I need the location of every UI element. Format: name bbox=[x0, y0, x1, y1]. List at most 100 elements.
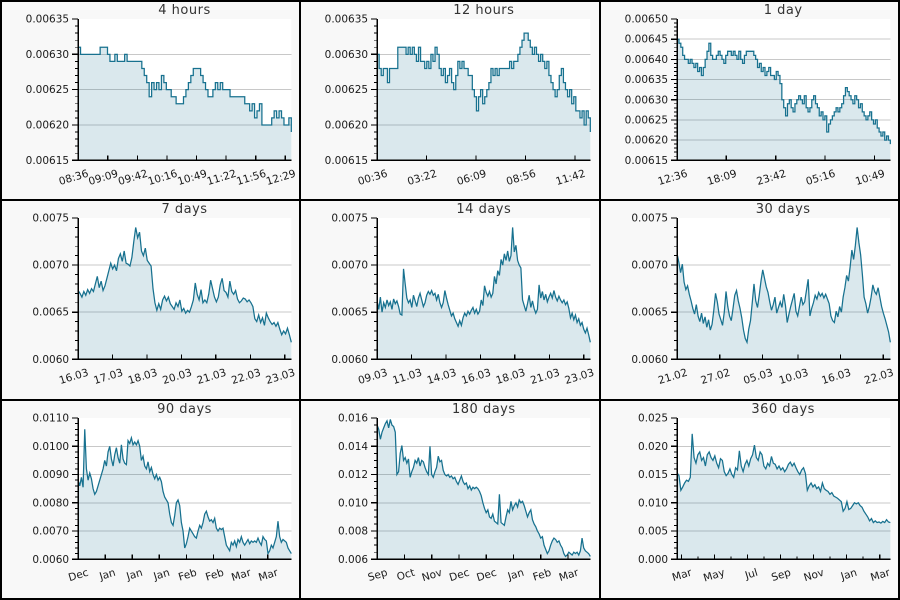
svg-text:10:16: 10:16 bbox=[146, 168, 179, 188]
svg-text:16.03: 16.03 bbox=[58, 367, 90, 387]
svg-text:Jan: Jan bbox=[838, 566, 858, 583]
svg-text:0.0110: 0.0110 bbox=[32, 412, 69, 424]
svg-text:10:49: 10:49 bbox=[176, 168, 208, 188]
svg-text:Nov: Nov bbox=[421, 566, 444, 583]
svg-text:0.0065: 0.0065 bbox=[332, 307, 369, 319]
svg-text:21.03: 21.03 bbox=[529, 367, 561, 387]
area-chart-1-day: 0.00615 0.00620 0.00625 0.00630 0.00635 0.006… bbox=[624, 14, 891, 188]
svg-text:0.00635: 0.00635 bbox=[624, 74, 667, 86]
svg-text:0.00625: 0.00625 bbox=[26, 84, 69, 96]
svg-text:Oct: Oct bbox=[396, 566, 417, 583]
svg-text:0.00625: 0.00625 bbox=[325, 84, 368, 96]
svg-text:0.00635: 0.00635 bbox=[26, 14, 69, 26]
area-chart-12-hours: 0.00615 0.00620 0.00625 0.00630 0.00635 00:36… bbox=[325, 14, 592, 188]
area-chart-4-hours: 0.00615 0.00620 0.00625 0.00630 0.00635 08:36… bbox=[26, 14, 298, 188]
area-chart-360-days: 0.000 0.005 0.010 0.015 0.020 0.025 Mar May Jul S… bbox=[638, 412, 892, 584]
svg-text:Mar: Mar bbox=[869, 566, 892, 583]
svg-text:09:42: 09:42 bbox=[117, 168, 149, 188]
chart-title: 4 hours bbox=[158, 3, 211, 18]
svg-text:22.03: 22.03 bbox=[863, 367, 895, 387]
svg-text:27.02: 27.02 bbox=[699, 367, 731, 387]
svg-text:0.00645: 0.00645 bbox=[624, 34, 667, 46]
svg-text:21.02: 21.02 bbox=[656, 367, 688, 387]
svg-text:Jan: Jan bbox=[97, 566, 117, 583]
svg-text:14.03: 14.03 bbox=[426, 367, 458, 387]
svg-text:Feb: Feb bbox=[532, 566, 554, 583]
svg-text:0.008: 0.008 bbox=[338, 525, 368, 537]
svg-text:0.0100: 0.0100 bbox=[32, 440, 69, 452]
svg-text:0.0060: 0.0060 bbox=[332, 354, 369, 366]
svg-text:Nov: Nov bbox=[802, 566, 825, 583]
chart-cell-90-days: 90 days 0.0060 0.0070 0.0080 0.0090 0.0100 0.… bbox=[2, 400, 300, 598]
chart-cell-1-day: 1 day 0.00615 0.00620 0.00625 0.00630 0.0063… bbox=[600, 2, 898, 200]
svg-text:Feb: Feb bbox=[177, 566, 199, 583]
svg-text:0.0060: 0.0060 bbox=[32, 354, 69, 366]
svg-text:0.00615: 0.00615 bbox=[26, 155, 69, 167]
area-chart-90-days: 0.0060 0.0070 0.0080 0.0090 0.0100 0.0110 Dec J… bbox=[32, 412, 292, 584]
svg-text:Sep: Sep bbox=[770, 566, 793, 583]
svg-text:0.00620: 0.00620 bbox=[624, 135, 667, 147]
svg-text:Feb: Feb bbox=[204, 566, 226, 583]
svg-text:0.00620: 0.00620 bbox=[26, 120, 69, 132]
svg-text:03:22: 03:22 bbox=[406, 168, 438, 188]
svg-text:0.0070: 0.0070 bbox=[332, 260, 369, 272]
svg-text:0.016: 0.016 bbox=[338, 412, 368, 424]
svg-text:Mar: Mar bbox=[558, 566, 581, 583]
svg-text:0.0065: 0.0065 bbox=[32, 307, 69, 319]
svg-text:0.00615: 0.00615 bbox=[325, 155, 368, 167]
chart-title: 30 days bbox=[755, 202, 811, 218]
svg-text:21.03: 21.03 bbox=[195, 367, 227, 387]
svg-text:Dec: Dec bbox=[476, 566, 499, 583]
svg-text:05.03: 05.03 bbox=[742, 367, 774, 387]
svg-text:0.00640: 0.00640 bbox=[624, 54, 667, 66]
svg-text:22.03: 22.03 bbox=[230, 367, 262, 387]
chart-title: 360 days bbox=[751, 401, 815, 417]
svg-text:0.005: 0.005 bbox=[638, 525, 668, 537]
chart-title: 14 days bbox=[456, 202, 512, 218]
svg-text:0.0090: 0.0090 bbox=[32, 469, 69, 481]
chart-title: 7 days bbox=[161, 202, 208, 218]
svg-text:16.03: 16.03 bbox=[460, 367, 492, 387]
svg-text:09:09: 09:09 bbox=[87, 168, 119, 188]
svg-text:Mar: Mar bbox=[230, 566, 253, 583]
svg-text:12:36: 12:36 bbox=[656, 168, 689, 188]
svg-text:0.00615: 0.00615 bbox=[624, 155, 667, 167]
svg-text:0.0060: 0.0060 bbox=[32, 553, 69, 565]
svg-text:11.03: 11.03 bbox=[392, 367, 424, 387]
svg-text:18.03: 18.03 bbox=[127, 367, 159, 387]
svg-text:0.0070: 0.0070 bbox=[32, 525, 69, 537]
chart-cell-180-days: 180 days 0.006 0.008 0.010 0.012 0.014 0.016 S… bbox=[301, 400, 599, 598]
svg-text:0.006: 0.006 bbox=[338, 553, 368, 565]
svg-text:0.00635: 0.00635 bbox=[325, 14, 368, 26]
svg-text:0.00630: 0.00630 bbox=[624, 94, 667, 106]
svg-text:0.0075: 0.0075 bbox=[631, 213, 668, 225]
svg-text:May: May bbox=[702, 566, 726, 584]
chart-cell-14-days: 14 days 0.0060 0.0065 0.0070 0.0075 09.03 11.… bbox=[301, 201, 599, 399]
svg-text:0.012: 0.012 bbox=[338, 469, 368, 481]
svg-text:0.015: 0.015 bbox=[638, 469, 668, 481]
svg-text:11:22: 11:22 bbox=[206, 168, 238, 188]
svg-text:10.03: 10.03 bbox=[777, 367, 809, 387]
chart-title: 90 days bbox=[157, 401, 212, 417]
svg-text:Dec: Dec bbox=[448, 566, 471, 583]
svg-text:0.0070: 0.0070 bbox=[631, 260, 668, 272]
svg-text:0.025: 0.025 bbox=[638, 412, 668, 424]
svg-text:Jan: Jan bbox=[124, 566, 144, 583]
svg-text:23.03: 23.03 bbox=[264, 367, 296, 387]
svg-text:0.00620: 0.00620 bbox=[325, 120, 368, 132]
svg-text:Sep: Sep bbox=[367, 566, 390, 583]
svg-text:11:56: 11:56 bbox=[235, 168, 268, 188]
svg-text:0.00630: 0.00630 bbox=[26, 49, 69, 61]
svg-text:0.00625: 0.00625 bbox=[624, 114, 667, 126]
svg-text:18.03: 18.03 bbox=[495, 367, 527, 387]
svg-text:0.0060: 0.0060 bbox=[631, 354, 668, 366]
svg-text:Mar: Mar bbox=[670, 566, 693, 583]
svg-text:12:29: 12:29 bbox=[265, 168, 297, 188]
svg-text:0.00630: 0.00630 bbox=[325, 49, 368, 61]
svg-text:10:49: 10:49 bbox=[854, 168, 886, 188]
